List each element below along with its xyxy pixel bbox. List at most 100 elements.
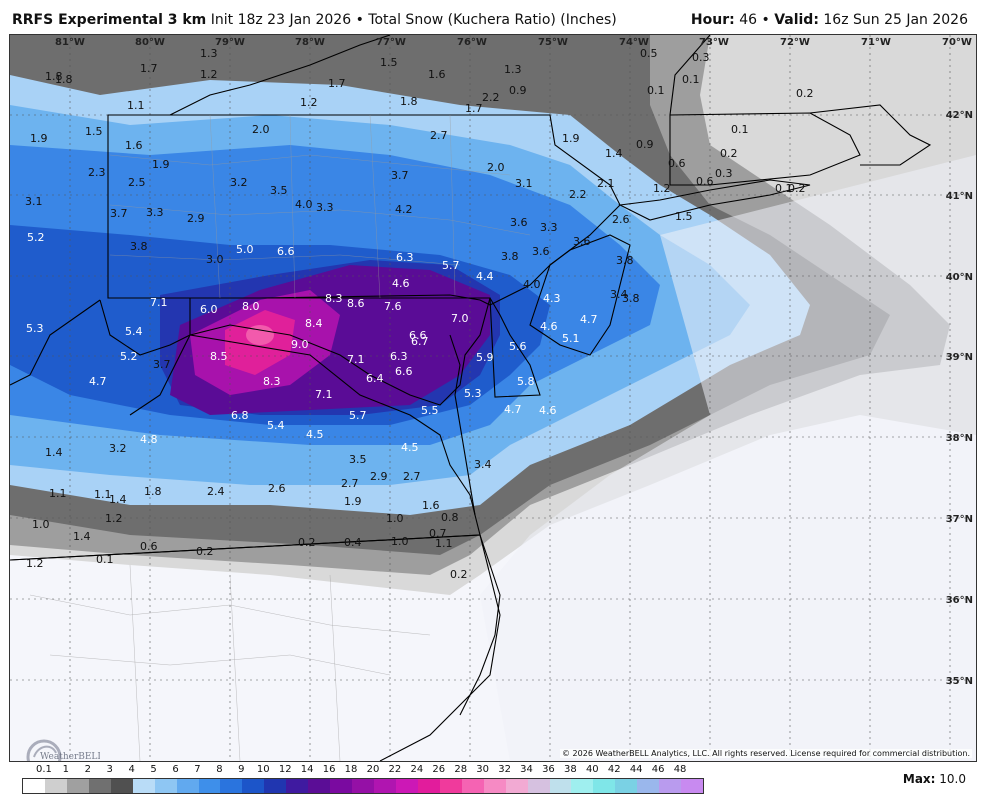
snow-value-label: 5.8 bbox=[517, 375, 535, 388]
legend-swatch bbox=[593, 779, 616, 793]
snow-value-label: 3.1 bbox=[25, 195, 43, 208]
snow-value-label: 3.4 bbox=[610, 288, 628, 301]
snow-value-label: 1.0 bbox=[391, 535, 409, 548]
legend-tick-label: 18 bbox=[344, 764, 358, 775]
map-canvas: 81°W 80°W 79°W 78°W 77°W 76°W 75°W 74°W … bbox=[10, 35, 976, 761]
legend-tick-label: 34 bbox=[520, 764, 533, 775]
snow-value-label: 8.4 bbox=[305, 317, 323, 330]
snow-value-label: 1.6 bbox=[125, 139, 143, 152]
ny-border bbox=[169, 35, 391, 116]
legend-tick-label: 38 bbox=[564, 764, 577, 775]
snow-value-label: 1.2 bbox=[200, 68, 218, 81]
snow-value-label: 5.3 bbox=[464, 387, 482, 400]
snow-value-label: 3.4 bbox=[474, 458, 492, 471]
snow-value-label: 4.4 bbox=[476, 270, 494, 283]
snow-value-label: 2.6 bbox=[612, 213, 630, 226]
snow-value-label: 0.6 bbox=[140, 540, 158, 553]
lat-lon-grid bbox=[10, 35, 976, 761]
legend-swatch bbox=[417, 779, 440, 793]
legend-swatch bbox=[44, 779, 67, 793]
legend-tick-label: 4 bbox=[128, 764, 135, 775]
legend-tick-label: 1 bbox=[62, 764, 70, 775]
legend-tick-label: 9 bbox=[238, 764, 245, 775]
snow-value-label: 2.7 bbox=[430, 129, 448, 142]
snow-value-label: 5.4 bbox=[267, 419, 285, 432]
snow-value-label: 6.6 bbox=[395, 365, 413, 378]
snow-value-label: 4.7 bbox=[504, 403, 522, 416]
snow-value-label: 4.6 bbox=[540, 320, 558, 333]
legend-tick-label: 40 bbox=[585, 764, 599, 775]
chesapeake-bay bbox=[449, 334, 476, 516]
snow-value-label: 7.1 bbox=[347, 353, 365, 366]
lon-labels: 81°W 80°W 79°W 78°W 77°W 76°W 75°W 74°W … bbox=[55, 37, 972, 48]
snow-value-label: 1.6 bbox=[422, 499, 440, 512]
lon-label: 71°W bbox=[861, 37, 891, 48]
snow-value-label: 6.6 bbox=[277, 245, 295, 258]
lat-label: 39°N bbox=[946, 352, 973, 363]
snow-value-label: 1.3 bbox=[200, 47, 218, 60]
snow-value-label: 1.0 bbox=[32, 518, 50, 531]
legend-tick-label: 12 bbox=[278, 764, 292, 775]
legend-ticks: 0.1 1 2 3 4 5 6 7 8 9 10 12 14 16 18 20 22 24 26 28 30 32 34 36… bbox=[22, 764, 702, 778]
snow-value-label: 2.0 bbox=[252, 123, 270, 136]
legend-swatch bbox=[395, 779, 418, 793]
lon-label: 79°W bbox=[215, 37, 245, 48]
snow-value-label: 1.7 bbox=[328, 77, 346, 90]
lat-label: 37°N bbox=[946, 514, 973, 525]
snow-value-label: 6.4 bbox=[366, 372, 384, 385]
snow-value-label: 5.6 bbox=[509, 340, 527, 353]
snow-value-label: 1.1 bbox=[435, 537, 453, 550]
snow-value-label: 6.8 bbox=[231, 409, 249, 422]
valid-bullet: • bbox=[761, 12, 770, 28]
legend-swatch bbox=[637, 779, 660, 793]
snow-value-label: 1.1 bbox=[94, 488, 112, 501]
snow-value-label: 0.2 bbox=[196, 545, 214, 558]
title-bullet: • bbox=[355, 12, 364, 28]
snow-value-label: 6.3 bbox=[396, 251, 414, 264]
legend-tick-label: 30 bbox=[476, 764, 490, 775]
snow-value-label: 1.4 bbox=[109, 493, 127, 506]
va-border bbox=[10, 334, 481, 561]
nj-border bbox=[529, 234, 631, 356]
snow-value-label: 1.9 bbox=[152, 158, 170, 171]
long-island bbox=[618, 179, 811, 221]
legend-swatch bbox=[330, 779, 353, 793]
lat-label: 38°N bbox=[946, 433, 973, 444]
snow-value-label: 4.7 bbox=[580, 313, 598, 326]
snow-value-labels: 1.81.71.31.21.21.71.51.6 1.30.5 0.30.11.11… bbox=[25, 47, 814, 581]
snow-value-label: 7.6 bbox=[384, 300, 402, 313]
snow-value-label: 0.2 bbox=[450, 568, 468, 581]
product-name: Total Snow (Kuchera Ratio) (Inches) bbox=[368, 12, 617, 28]
snow-value-label: 0.6 bbox=[668, 157, 686, 170]
snow-value-label: 4.6 bbox=[392, 277, 410, 290]
snow-value-label: 2.0 bbox=[487, 161, 505, 174]
snow-value-label: 8.6 bbox=[347, 297, 365, 310]
legend-tick-label: 28 bbox=[454, 764, 468, 775]
snow-value-label: 3.1 bbox=[515, 177, 533, 190]
snow-value-label: 1.9 bbox=[344, 495, 362, 508]
snow-value-label: 8.3 bbox=[263, 375, 281, 388]
max-number: 10.0 bbox=[939, 772, 966, 786]
snow-value-label: 1.0 bbox=[386, 512, 404, 525]
lat-label: 35°N bbox=[946, 676, 973, 687]
snow-value-label: 2.3 bbox=[88, 166, 106, 179]
snow-value-label: 0.1 bbox=[682, 73, 700, 86]
county-lines bbox=[29, 114, 531, 761]
snow-value-label: 0.1 bbox=[775, 182, 793, 195]
legend-tick-label: 14 bbox=[300, 764, 314, 775]
hour-label: Hour: bbox=[690, 12, 735, 28]
snow-value-label: 2.9 bbox=[370, 470, 388, 483]
ct-ri-border bbox=[669, 35, 861, 186]
legend-swatch bbox=[198, 779, 221, 793]
legend-swatch bbox=[23, 779, 45, 793]
snow-value-label: 3.3 bbox=[146, 206, 164, 219]
snow-value-label: 5.0 bbox=[236, 243, 254, 256]
legend-tick-label: 48 bbox=[673, 764, 687, 775]
snow-value-label: 0.3 bbox=[692, 51, 710, 64]
legend-swatch bbox=[352, 779, 374, 793]
snow-value-label: 1.8 bbox=[400, 95, 418, 108]
legend-swatch bbox=[659, 779, 682, 793]
max-label: Max: bbox=[902, 772, 936, 786]
snow-value-label: 3.0 bbox=[206, 253, 224, 266]
snow-value-label: 2.7 bbox=[341, 477, 359, 490]
